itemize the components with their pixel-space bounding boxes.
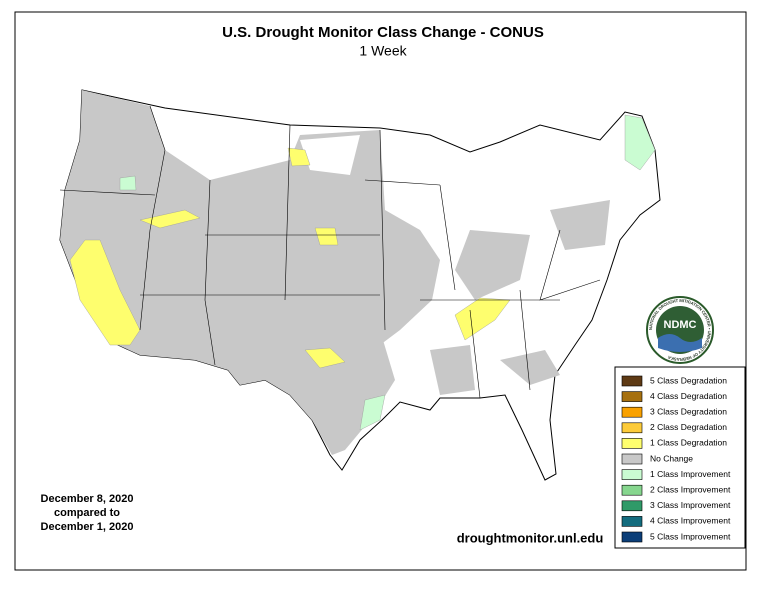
legend: 5 Class Degradation 4 Class Degradation 3 … [614,366,746,549]
legend-swatch [621,484,643,496]
improvement-oregon [119,175,137,191]
no-change-east-1 [455,230,530,300]
improvement-texas [359,394,386,431]
white-patch-1 [170,120,230,170]
degradation-nevada [139,209,201,229]
legend-label: No Change [650,453,693,463]
legend-swatch [621,531,643,543]
white-patch-2 [300,135,360,175]
legend-swatch [621,422,643,434]
date-line: December 1, 2020 [41,521,134,533]
legend-label: 2 Class Improvement [650,484,731,494]
state-lines [59,105,601,399]
legend-label: 1 Class Improvement [650,469,731,479]
legend-label: 3 Class Improvement [650,500,731,510]
legend-label: 2 Class Degradation [650,422,727,432]
legend-swatch [621,516,643,527]
legend-swatch [621,453,643,465]
no-change-east-3 [500,350,560,385]
legend-swatch [621,500,643,512]
degradation-california [69,239,141,346]
logo-text: NDMC [664,319,697,331]
us-map [59,89,661,481]
legend-label: 3 Class Degradation [650,406,727,416]
title: U.S. Drought Monitor Class Change - CONU… [222,24,544,41]
source-url: droughtmonitor.unl.edu [457,530,604,545]
degradation-montana [287,147,311,167]
legend-label: 4 Class Improvement [650,516,731,526]
legend-label: 1 Class Degradation [650,438,727,448]
legend-label: 5 Class Improvement [650,531,731,541]
subtitle: 1 Week [359,43,407,59]
legend-swatch [621,438,643,449]
logo-water [658,334,702,352]
no-change-east-2 [550,200,610,250]
legend-swatch [621,375,643,387]
date-line: December 8, 2020 [41,493,134,505]
no-change-east-4 [430,345,475,395]
ndmc-logo: NDMC NATIONAL DROUGHT MITIGATION CENTER … [646,296,714,364]
legend-swatch [621,391,643,402]
date-line: compared to [54,507,120,519]
degradation-texas [304,347,346,369]
improvement-maine [624,114,656,171]
legend-swatch [621,406,643,418]
legend-label: 5 Class Degradation [650,375,727,385]
degradation-nebraska [314,227,339,246]
degradation-tennessee [454,297,511,341]
legend-swatch [621,469,643,480]
legend-label: 4 Class Degradation [650,391,727,401]
